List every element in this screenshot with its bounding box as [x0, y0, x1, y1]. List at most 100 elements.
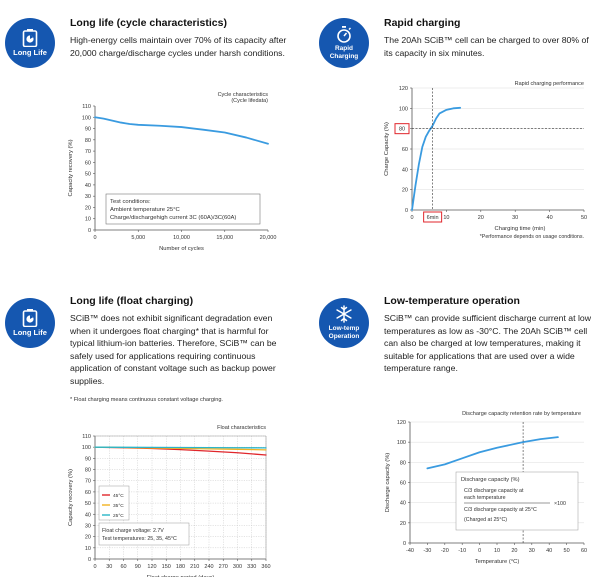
- low-temp-icon-badge: Low-temp Operation: [319, 298, 369, 348]
- x-tick-label: 50: [581, 215, 587, 221]
- x-tick-label: 20,000: [260, 235, 277, 241]
- formula-box: [455, 471, 579, 531]
- x-tick-label: 10: [443, 215, 449, 221]
- x-tick-label: 0: [93, 235, 96, 241]
- series-line: [94, 116, 269, 145]
- conditions-line: Test temperatures: 25, 35, 45°C: [102, 536, 177, 542]
- y-tick-label: 20: [85, 205, 91, 211]
- y-tick-label: 100: [397, 440, 406, 446]
- y-axis-label: Charge Capacity (%): [384, 122, 390, 176]
- icon-label-line1: Rapid: [334, 44, 354, 52]
- x-tick-label: 120: [147, 564, 156, 570]
- marker-x-box: [423, 211, 443, 223]
- rapid-charging-icon-badge: Rapid Charging: [319, 18, 369, 68]
- y-tick-label: 20: [85, 535, 91, 541]
- y-tick-label: 90: [85, 127, 91, 133]
- y-tick-label: 40: [85, 512, 91, 518]
- formula-numerator: C/3 discharge capacity at: [464, 488, 524, 494]
- marker-x-label: 6min: [427, 215, 439, 221]
- x-tick-label: 40: [546, 548, 552, 554]
- x-tick-label: 30: [106, 564, 112, 570]
- icon-label-line2: Operation: [328, 333, 360, 340]
- icon-label: Long Life: [13, 328, 47, 337]
- x-tick-label: 60: [581, 548, 587, 554]
- y-tick-label: 100: [399, 106, 408, 112]
- float-footnote: * Float charging means continuous consta…: [70, 397, 223, 403]
- y-tick-label: 120: [397, 420, 406, 426]
- y-tick-label: 10: [85, 546, 91, 552]
- y-tick-label: 10: [85, 217, 91, 223]
- rapid-charging-chart: 0 20 40 60 80 100 120 0 10 20 30 40 50 Charging time …: [378, 76, 596, 244]
- x-tick-label: 270: [219, 564, 228, 570]
- section-body-cycle: High-energy cells maintain over 70% of i…: [70, 35, 287, 58]
- icon-label: Long Life: [13, 48, 47, 57]
- section-body-lowtemp: SCiB™ can provide sufficient discharge c…: [384, 313, 591, 373]
- x-tick-label: 180: [176, 564, 185, 570]
- y-tick-label: 20: [402, 188, 408, 194]
- series-line: [426, 436, 559, 470]
- chart-title: Discharge capacity retention rate by tem…: [462, 411, 581, 417]
- long-life-icon-badge: Long Life: [5, 298, 55, 348]
- formula-denominator: C/3 discharge capacity at 25°C: [464, 507, 537, 513]
- x-tick-label: 0: [93, 564, 96, 570]
- cycle-characteristics-chart: 0 10 20 30 40 50 60 70 80 90 100 110 0 5,000 10,000 15,…: [68, 92, 277, 252]
- series-line: [94, 446, 267, 449]
- y-tick-label: 40: [400, 501, 406, 507]
- x-tick-label: 60: [120, 564, 126, 570]
- y-tick-label: 60: [402, 147, 408, 153]
- y-tick-label: 100: [82, 115, 91, 121]
- y-tick-label: 0: [405, 208, 408, 214]
- x-tick-label: 330: [247, 564, 256, 570]
- y-tick-label: 50: [85, 501, 91, 507]
- section-body-rapid: The 20Ah SCiB™ cell can be charged to ov…: [384, 35, 589, 58]
- y-tick-label: 110: [82, 104, 91, 110]
- battery-icon: [22, 29, 38, 47]
- y-tick-label: 60: [400, 481, 406, 487]
- y-tick-label: 110: [82, 434, 91, 440]
- conditions-line: Float charge voltage: 2.7V: [102, 528, 164, 534]
- chart-subtitle: (Cycle lifedata): [231, 98, 268, 104]
- section-title-rapid: Rapid charging: [384, 17, 461, 29]
- x-tick-label: -10: [458, 548, 466, 554]
- conditions-box: [105, 193, 261, 225]
- y-tick-label: 80: [400, 460, 406, 466]
- y-axis-label: Capacity recovery (%): [68, 469, 74, 526]
- y-axis-label: Capacity recovery (%): [68, 139, 74, 196]
- section-body-float: SCiB™ does not exhibit significant degra…: [70, 313, 277, 386]
- y-tick-label: 70: [85, 479, 91, 485]
- x-tick-label: 300: [233, 564, 242, 570]
- formula-numerator: each temperature: [464, 495, 506, 501]
- x-tick-label: 240: [204, 564, 213, 570]
- x-tick-label: 90: [135, 564, 141, 570]
- y-tick-label: 80: [85, 468, 91, 474]
- y-tick-label: 40: [402, 167, 408, 173]
- x-tick-label: -40: [406, 548, 414, 554]
- x-tick-label: 20: [511, 548, 517, 554]
- x-tick-label: 30: [529, 548, 535, 554]
- x-tick-label: 20: [478, 215, 484, 221]
- x-tick-label: 30: [512, 215, 518, 221]
- x-tick-label: 5,000: [131, 235, 145, 241]
- x-axis-label: Number of cycles: [159, 246, 204, 252]
- marker-y-box: [394, 123, 410, 135]
- conditions-title: Test conditions:: [110, 199, 151, 205]
- long-life-icon-badge: Long Life: [5, 18, 55, 68]
- x-axis-label: Charging time (min): [495, 226, 546, 232]
- y-tick-label: 70: [85, 149, 91, 155]
- stopwatch-icon: [337, 25, 351, 43]
- x-tick-label: 15,000: [216, 235, 233, 241]
- chart-title: Float characteristics: [217, 425, 266, 431]
- y-tick-label: 60: [85, 160, 91, 166]
- float-characteristics-chart: 0 10 20 30 40 50 60 70 80 90 100 110 0 30 60 90 120 150 18…: [68, 425, 271, 577]
- legend-label: 25°C: [113, 513, 124, 519]
- y-tick-label: 120: [399, 86, 408, 92]
- legend-label: 45°C: [113, 493, 124, 499]
- legend-label: 35°C: [113, 503, 124, 509]
- y-tick-label: 0: [403, 541, 406, 547]
- conditions-box: [98, 522, 190, 546]
- y-tick-label: 0: [88, 557, 91, 563]
- marker-y-label: 80: [399, 127, 405, 133]
- y-axis-label: Discharge capacity (%): [385, 453, 391, 513]
- x-tick-label: 210: [190, 564, 199, 570]
- x-tick-label: 150: [162, 564, 171, 570]
